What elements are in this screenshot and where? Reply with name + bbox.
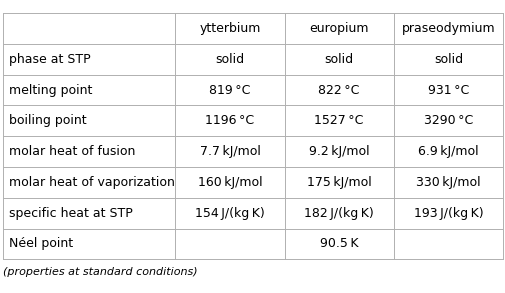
Text: 182 J/(kg K): 182 J/(kg K) [304, 207, 373, 220]
Text: ytterbium: ytterbium [199, 22, 260, 35]
Text: 931 °C: 931 °C [427, 84, 468, 97]
Text: boiling point: boiling point [9, 114, 86, 127]
Text: 175 kJ/mol: 175 kJ/mol [306, 176, 371, 189]
Text: 330 kJ/mol: 330 kJ/mol [416, 176, 480, 189]
Text: (properties at standard conditions): (properties at standard conditions) [3, 267, 197, 277]
Text: solid: solid [433, 53, 462, 66]
Text: 6.9 kJ/mol: 6.9 kJ/mol [418, 145, 478, 158]
Text: 154 J/(kg K): 154 J/(kg K) [195, 207, 264, 220]
Text: phase at STP: phase at STP [9, 53, 90, 66]
Text: 822 °C: 822 °C [318, 84, 359, 97]
Text: melting point: melting point [9, 84, 92, 97]
Text: Néel point: Néel point [9, 237, 73, 251]
Text: 1527 °C: 1527 °C [314, 114, 363, 127]
Text: solid: solid [324, 53, 353, 66]
Text: praseodymium: praseodymium [401, 22, 494, 35]
Text: molar heat of vaporization: molar heat of vaporization [9, 176, 175, 189]
Text: 819 °C: 819 °C [209, 84, 250, 97]
Text: europium: europium [309, 22, 368, 35]
Text: specific heat at STP: specific heat at STP [9, 207, 133, 220]
Text: 160 kJ/mol: 160 kJ/mol [197, 176, 262, 189]
Text: 1196 °C: 1196 °C [205, 114, 254, 127]
Text: 90.5 K: 90.5 K [319, 237, 358, 251]
Text: 7.7 kJ/mol: 7.7 kJ/mol [199, 145, 260, 158]
Text: solid: solid [215, 53, 244, 66]
Text: molar heat of fusion: molar heat of fusion [9, 145, 135, 158]
Text: 3290 °C: 3290 °C [423, 114, 472, 127]
Text: 193 J/(kg K): 193 J/(kg K) [413, 207, 482, 220]
Text: 9.2 kJ/mol: 9.2 kJ/mol [308, 145, 369, 158]
